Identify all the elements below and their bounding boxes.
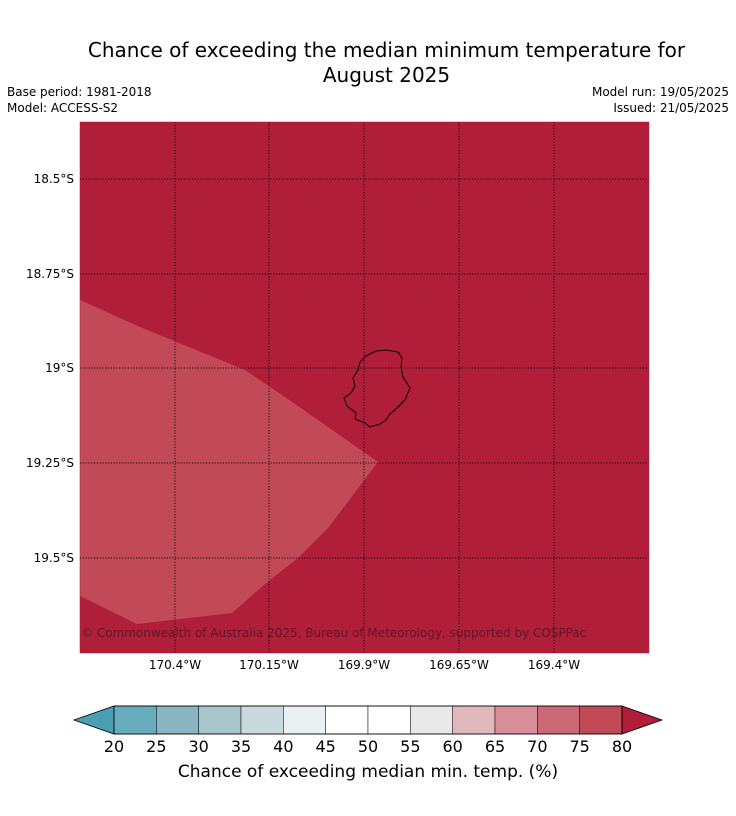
meta-left: Base period: 1981-2018 Model: ACCESS-S2 xyxy=(7,84,152,116)
colorbar-swatch-75 xyxy=(579,705,623,735)
colorbar-tick-label: 40 xyxy=(273,737,294,756)
colorbar-outline xyxy=(113,705,623,735)
colorbar-tick-label: 20 xyxy=(103,737,125,756)
colorbar-swatch-45 xyxy=(325,705,369,735)
colorbar-title: Chance of exceeding median min. temp. (%… xyxy=(177,762,559,782)
colorbar-tick-label: 80 xyxy=(611,737,633,756)
colorbar-tick-label: 50 xyxy=(357,737,379,756)
colorbar-tick-label: 70 xyxy=(527,737,548,756)
colorbar-tick-label: 35 xyxy=(230,737,252,756)
colorbar-tick-label: 65 xyxy=(484,737,506,756)
lat-label-19-25: 19.25°S xyxy=(26,456,74,470)
meta-right: Model run: 19/05/2025 Issued: 21/05/2025 xyxy=(592,84,729,116)
colorbar-swatch-65 xyxy=(494,705,538,735)
colorbar-swatch-25 xyxy=(156,705,199,735)
colorbar-tick-label: 55 xyxy=(400,737,421,756)
title-line-1: Chance of exceeding the median minimum t… xyxy=(87,38,686,62)
island-outline xyxy=(343,349,411,428)
lon-label-169-65: 169.65°W xyxy=(429,658,489,672)
model-name: Model: ACCESS-S2 xyxy=(7,101,119,115)
map-frame xyxy=(79,121,650,654)
colorbar-swatch-50 xyxy=(367,705,411,735)
colorbar-extend-high xyxy=(621,705,664,735)
model-run: Model run: 19/05/2025 xyxy=(591,85,729,99)
colorbar-swatch-35 xyxy=(240,705,284,735)
colorbar-tick-label: 25 xyxy=(146,737,167,756)
colorbar-tick-label: 75 xyxy=(569,737,590,756)
map-gridlines xyxy=(80,122,649,653)
lon-label-170-15: 170.15°W xyxy=(239,658,299,672)
colorbar-swatch-40 xyxy=(283,705,326,735)
lon-label-169-9: 169.9°W xyxy=(337,658,391,672)
map-title: Chance of exceeding the median minimum t… xyxy=(40,38,733,88)
colorbar-swatch-55 xyxy=(410,705,453,735)
base-period: Base period: 1981-2018 xyxy=(7,85,152,99)
colorbar-swatch-60 xyxy=(452,705,496,735)
copyright-notice: © Commonwealth of Australia 2025, Bureau… xyxy=(81,626,587,640)
colorbar-tick-label: 30 xyxy=(188,737,209,756)
title-line-2: August 2025 xyxy=(322,63,451,87)
lon-label-169-4: 169.4°W xyxy=(527,658,581,672)
lat-label-18-75: 18.75°S xyxy=(26,267,74,281)
lon-label-170-4: 170.4°W xyxy=(148,658,202,672)
colorbar-swatch-20 xyxy=(113,705,157,735)
colorbar-swatch-30 xyxy=(198,705,242,735)
issued-date: Issued: 21/05/2025 xyxy=(613,101,729,115)
colorbar xyxy=(72,705,664,735)
lat-label-18-5: 18.5°S xyxy=(33,172,74,186)
colorbar-swatch-70 xyxy=(537,705,580,735)
colorbar-tick-label: 45 xyxy=(315,737,336,756)
lat-label-19-5: 19.5°S xyxy=(33,551,74,565)
colorbar-tick-label: 60 xyxy=(442,737,463,756)
map-region-75-80 xyxy=(80,300,378,624)
lat-label-19: 19°S xyxy=(45,361,74,375)
colorbar-extend-low xyxy=(72,705,115,735)
